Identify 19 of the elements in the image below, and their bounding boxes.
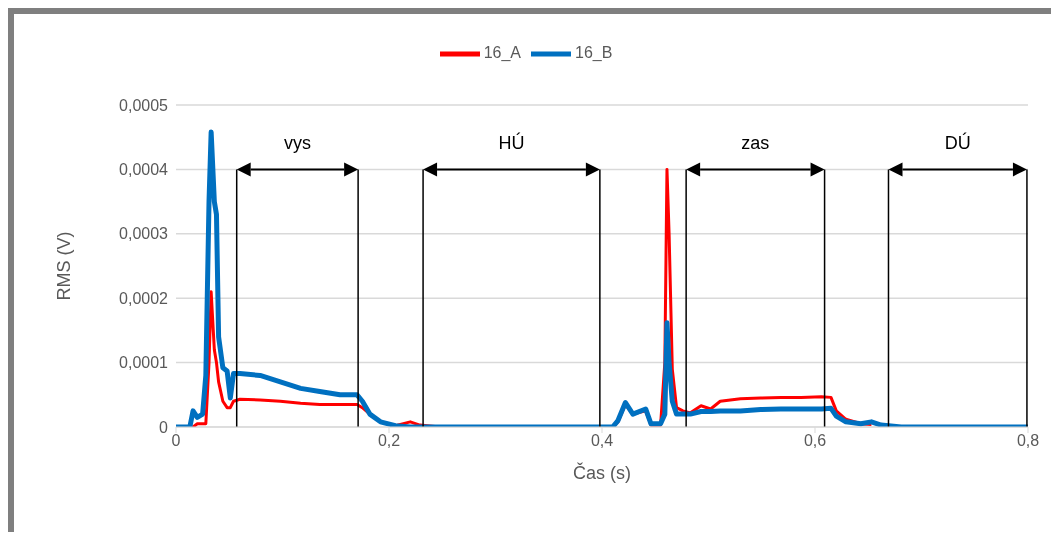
y-tick-label: 0,0004: [119, 161, 169, 179]
y-tick-label: 0,0002: [119, 289, 169, 307]
y-tick-label: 0,0003: [119, 225, 169, 243]
annotation: HÚ: [498, 132, 525, 154]
x-tick-label: 0: [171, 432, 181, 450]
y-tick-label: 0,0001: [119, 354, 169, 372]
legend-label: 16_B: [575, 44, 613, 62]
x-tick-label: 0,4: [590, 432, 614, 450]
y-tick-label: 0,0005: [119, 96, 169, 114]
x-tick-label: 0,2: [377, 432, 401, 450]
x-axis-title: Čas (s): [573, 462, 631, 483]
legend-label: 16_A: [483, 44, 521, 62]
y-tick-label: 0: [159, 418, 169, 436]
annotation: DÚ: [944, 132, 971, 154]
annotation: zas: [741, 133, 770, 154]
y-axis-title: RMS (V): [54, 231, 75, 301]
x-tick-label: 0,8: [1016, 432, 1040, 450]
annotation: vys: [283, 133, 311, 154]
x-tick-label: 0,6: [803, 432, 827, 450]
